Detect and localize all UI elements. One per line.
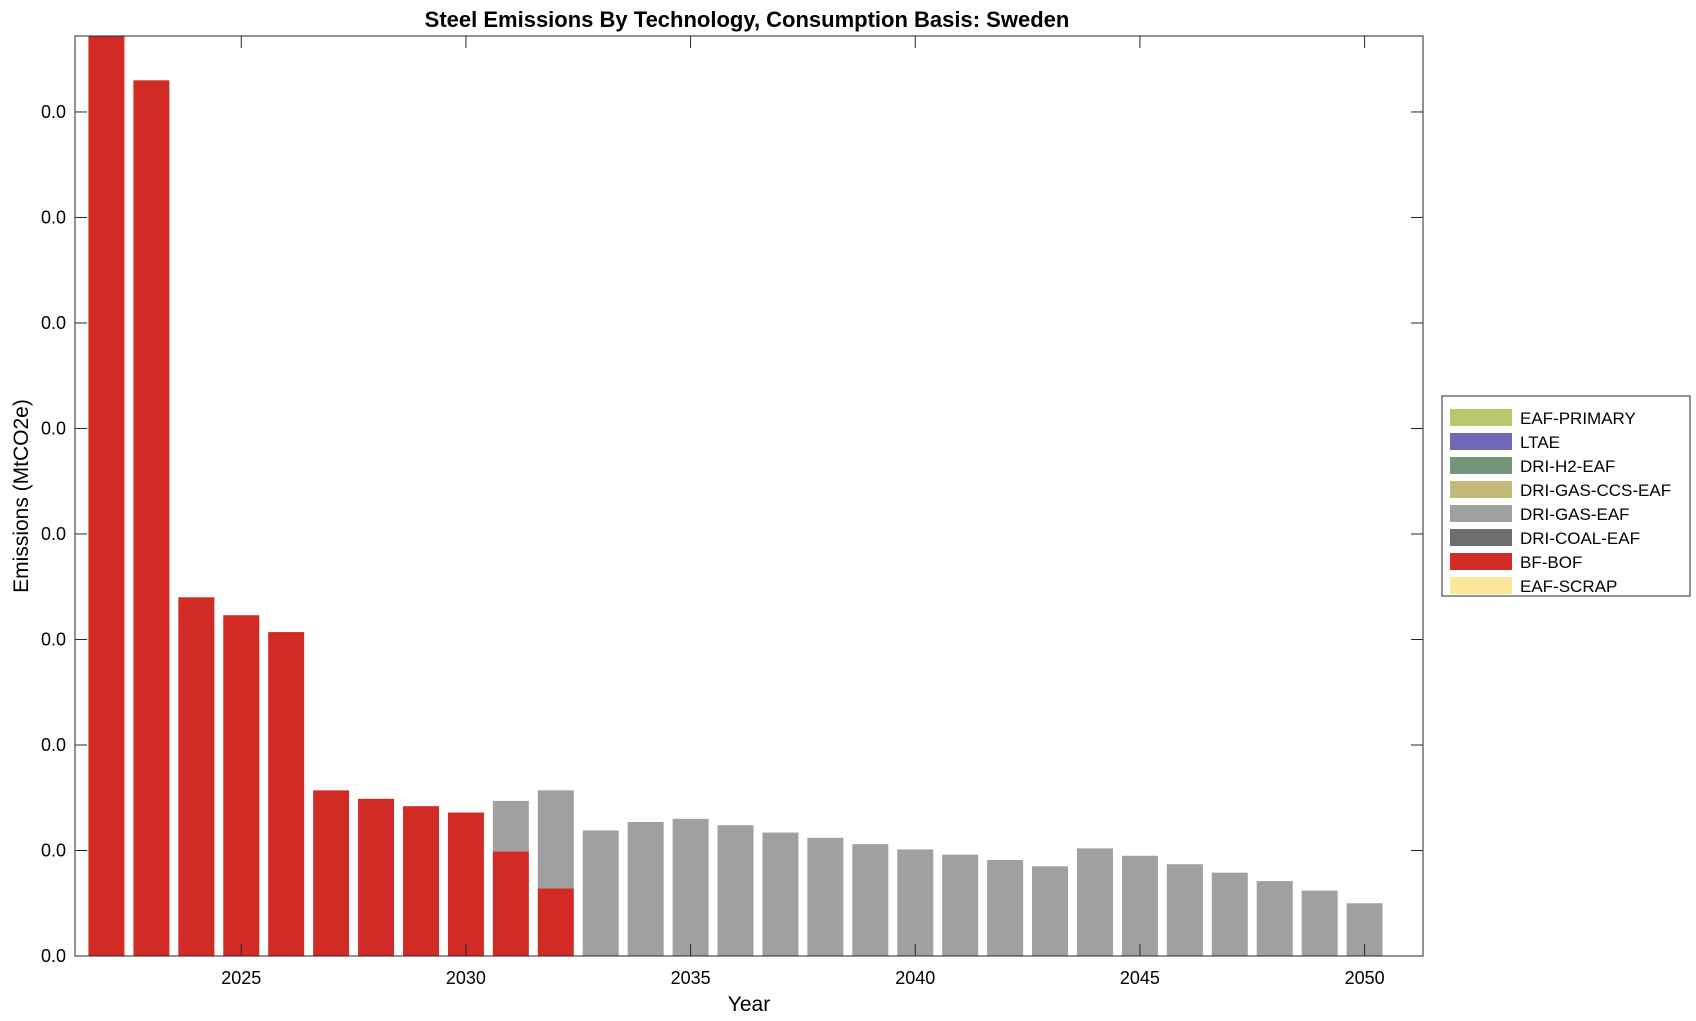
x-axis-label: Year: [728, 993, 770, 1016]
bar-dri-gas-eaf-2037: [762, 832, 799, 956]
bar-dri-gas-eaf-2042: [987, 859, 1024, 956]
legend-swatch-dri-gas-ccs-eaf: [1450, 481, 1512, 498]
bar-dri-gas-eaf-2039: [852, 844, 889, 956]
legend-swatch-dri-coal-eaf: [1450, 529, 1512, 546]
bars-layer: [88, 36, 1383, 956]
legend-label-eaf-scrap: EAF-SCRAP: [1520, 577, 1617, 596]
bar-bf-bof-2024: [178, 597, 215, 956]
bar-bf-bof-2027: [313, 790, 350, 956]
legend-label-dri-gas-ccs-eaf: DRI-GAS-CCS-EAF: [1520, 481, 1671, 500]
bar-dri-gas-eaf-2041: [942, 854, 979, 956]
x-tick-label: 2025: [221, 968, 261, 988]
legend-swatch-eaf-scrap: [1450, 577, 1512, 594]
x-tick-label: 2045: [1120, 968, 1160, 988]
bar-bf-bof-2032: [537, 888, 574, 956]
legend-label-dri-h2-eaf: DRI-H2-EAF: [1520, 457, 1615, 476]
y-tick-label: 0.0: [41, 313, 66, 333]
y-tick-label: 0.0: [41, 946, 66, 966]
y-tick-label: 0.0: [41, 524, 66, 544]
bar-dri-gas-eaf-2043: [1032, 866, 1069, 956]
y-tick-label: 0.0: [41, 629, 66, 649]
bar-bf-bof-2023: [133, 80, 170, 956]
x-tick-label: 2050: [1345, 968, 1385, 988]
legend-label-dri-gas-eaf: DRI-GAS-EAF: [1520, 505, 1630, 524]
legend-swatch-dri-gas-eaf: [1450, 505, 1512, 522]
bar-dri-gas-eaf-2049: [1301, 890, 1338, 956]
axes-layer: 0.0 0.0 0.0 0.0 0.0 0.0 0.0 0.0 0.0 2025 2030 2035 2…: [41, 36, 1423, 988]
bar-bf-bof-2031: [492, 851, 529, 956]
bar-bf-bof-2025: [223, 615, 260, 956]
bar-bf-bof-2026: [268, 632, 305, 956]
legend-swatch-dri-h2-eaf: [1450, 457, 1512, 474]
legend-swatch-ltae: [1450, 433, 1512, 450]
bar-dri-gas-eaf-2038: [807, 837, 844, 956]
x-tick-label: 2030: [446, 968, 486, 988]
legend-label-ltae: LTAE: [1520, 433, 1560, 452]
legend-label-dri-coal-eaf: DRI-COAL-EAF: [1520, 529, 1640, 548]
bar-dri-gas-eaf-2044: [1076, 848, 1113, 956]
bar-dri-gas-eaf-2034: [627, 822, 664, 956]
y-tick-label: 0.0: [41, 418, 66, 438]
bar-dri-gas-eaf-2032: [537, 790, 574, 889]
bar-dri-gas-eaf-2047: [1211, 872, 1248, 956]
legend-swatch-bf-bof: [1450, 553, 1512, 570]
bar-dri-gas-eaf-2048: [1256, 881, 1293, 956]
bar-bf-bof-2030: [447, 812, 484, 956]
bar-dri-gas-eaf-2033: [582, 830, 619, 956]
legend-label-eaf-primary: EAF-PRIMARY: [1520, 409, 1636, 428]
plot-frame: [74, 35, 1424, 957]
bar-bf-bof-2029: [402, 806, 439, 956]
bar-bf-bof-2028: [358, 798, 395, 956]
y-tick-label: 0.0: [41, 840, 66, 860]
legend-label-bf-bof: BF-BOF: [1520, 553, 1582, 572]
legend: EAF-PRIMARY LTAE DRI-H2-EAF DRI-GAS-CCS-EAF…: [1441, 395, 1691, 597]
x-tick-label: 2040: [895, 968, 935, 988]
bar-dri-gas-eaf-2045: [1121, 855, 1158, 956]
x-tick-label: 2035: [671, 968, 711, 988]
y-axis-label: Emissions (MtCO2e): [10, 399, 33, 593]
bar-dri-gas-eaf-2031: [492, 800, 529, 852]
y-tick-label: 0.0: [41, 735, 66, 755]
bar-dri-gas-eaf-2046: [1166, 864, 1203, 956]
bar-bf-bof-2022: [88, 36, 125, 956]
chart-title: Steel Emissions By Technology, Consumpti…: [425, 7, 1070, 32]
bar-dri-gas-eaf-2035: [672, 818, 709, 956]
legend-swatch-eaf-primary: [1450, 409, 1512, 426]
bar-dri-gas-eaf-2040: [897, 849, 934, 956]
bar-dri-gas-eaf-2036: [717, 825, 754, 956]
y-tick-label: 0.0: [41, 207, 66, 227]
y-tick-label: 0.0: [41, 102, 66, 122]
